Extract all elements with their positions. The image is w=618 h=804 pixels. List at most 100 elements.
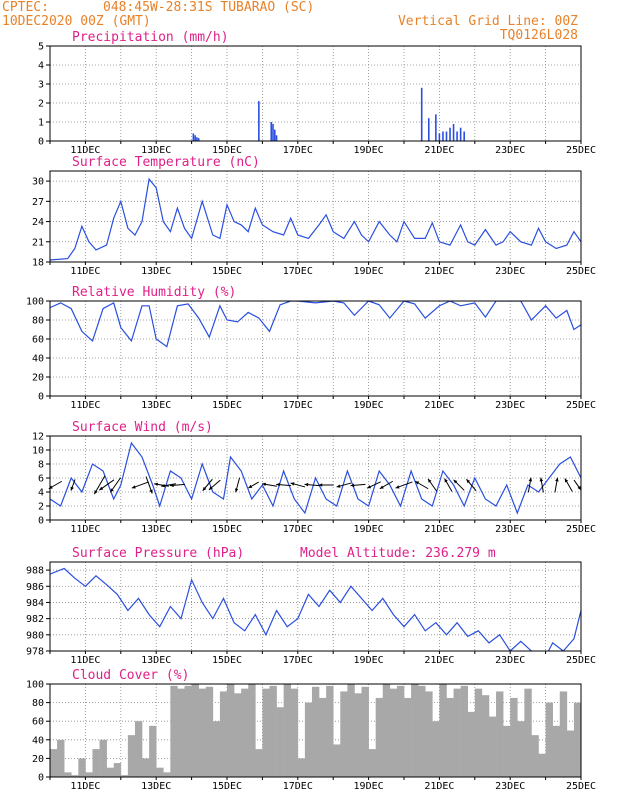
cloud-bar <box>538 753 546 777</box>
cloud-bar <box>149 725 157 777</box>
x-tick-label: 25DEC <box>566 266 596 277</box>
cloud-bar <box>425 691 433 777</box>
x-tick-label: 25DEC <box>566 524 596 535</box>
cloud-bar <box>382 684 391 777</box>
wind-arrow-head <box>336 484 341 488</box>
y-tick-label: 20 <box>32 373 44 384</box>
wind-arrow-head <box>110 488 114 493</box>
y-tick-label: 1 <box>38 118 44 129</box>
wind-arrow-head <box>564 478 569 483</box>
cloud-bar <box>559 691 568 777</box>
wind-arrow-head <box>290 482 295 486</box>
panel-title: Surface Pressure (hPa) <box>72 546 244 561</box>
bar <box>463 131 465 141</box>
wind-arrow-head <box>379 485 384 489</box>
header-org: CPTEC: <box>2 0 49 15</box>
x-tick-label: 13DEC <box>141 524 171 535</box>
panel-frame <box>49 170 582 263</box>
bar <box>258 101 260 141</box>
cloud-bar <box>517 721 525 777</box>
wind-arrow-head <box>234 488 239 493</box>
wind-arrow-head <box>444 478 448 483</box>
y-tick-label: 978 <box>26 647 44 658</box>
cloud-bar <box>453 688 461 777</box>
cloud-bar <box>552 725 561 777</box>
bar <box>442 131 444 141</box>
cloud-bar <box>333 744 341 777</box>
x-tick-label: 23DEC <box>495 145 525 156</box>
x-tick-label: 23DEC <box>495 655 525 666</box>
cloud-bar <box>113 763 122 777</box>
cloud-bar <box>64 772 72 777</box>
cloud-bar <box>191 684 199 777</box>
series <box>50 684 581 777</box>
wind-arrow-head <box>70 486 74 491</box>
y-tick-label: 0 <box>38 773 44 784</box>
series <box>50 177 581 261</box>
y-tick-label: 27 <box>32 197 44 208</box>
y-tick-label: 80 <box>32 316 44 327</box>
wind-arrow-head <box>415 481 420 485</box>
cloud-bar <box>106 767 115 777</box>
wind-arrow-head <box>577 485 581 490</box>
y-tick-label: 5 <box>38 42 44 53</box>
cloud-bar <box>134 721 143 777</box>
x-tick-label: 11DEC <box>70 524 100 535</box>
cloud-bar <box>248 684 256 777</box>
y-tick-label: 988 <box>26 566 44 577</box>
series-line <box>50 177 581 261</box>
wind-arrow-head <box>276 482 280 487</box>
wind-arrow-head <box>395 485 400 489</box>
x-tick-label: 11DEC <box>70 400 100 411</box>
panel-5: Cloud Cover (%) 0 20 40 60 80 100 11DEC 13DEC 15D… <box>26 668 596 792</box>
series <box>50 301 581 348</box>
x-tick-label: 13DEC <box>141 655 171 666</box>
wind-arrow-head <box>304 482 309 487</box>
cloud-bar <box>99 739 107 777</box>
cloud-bar <box>396 685 405 777</box>
wind-arrow-head <box>208 486 213 490</box>
x-tick-label: 19DEC <box>354 524 384 535</box>
cloud-bar <box>234 693 242 777</box>
cloud-bar <box>566 730 575 777</box>
x-tick-label: 25DEC <box>566 781 596 792</box>
wind-arrow-head <box>453 479 458 484</box>
cloud-bar <box>326 685 334 777</box>
cloud-bar <box>255 749 263 777</box>
wind-arrow-head <box>99 486 104 491</box>
x-tick-label: 21DEC <box>424 524 454 535</box>
x-tick-label: 15DEC <box>212 781 242 792</box>
cloud-bar <box>127 735 136 777</box>
model-altitude: Model Altitude: 236.279 m <box>300 546 496 561</box>
bar <box>197 138 200 141</box>
y-tick-label: 4 <box>38 61 44 72</box>
cloud-bar <box>156 767 164 777</box>
x-tick-label: 15DEC <box>212 145 242 156</box>
y-tick-label: 6 <box>38 474 44 485</box>
bar <box>420 87 423 141</box>
x-tick-label: 21DEC <box>424 655 454 666</box>
cloud-bar <box>85 772 93 777</box>
x-tick-label: 11DEC <box>70 655 100 666</box>
bar <box>194 135 196 141</box>
panel-1: Surface Temperature (nC) 18 21 24 27 30 11DEC 1… <box>32 155 596 277</box>
x-tick-label: 17DEC <box>283 266 313 277</box>
cloud-bar <box>297 758 306 777</box>
x-tick-label: 21DEC <box>424 266 454 277</box>
wind-arrow-head <box>428 478 432 483</box>
wind-arrow-head <box>318 483 323 487</box>
cloud-bar <box>184 685 192 777</box>
y-tick-label: 40 <box>32 354 44 365</box>
x-tick-label: 13DEC <box>141 266 171 277</box>
x-tick-label: 19DEC <box>354 145 384 156</box>
cloud-bar <box>57 739 65 777</box>
cloud-bar <box>432 721 440 777</box>
panel-3: Surface Wind (m/s) 0 2 4 6 8 10 12 11DEC 13DEC 15D… <box>32 420 596 535</box>
x-tick-label: 11DEC <box>70 781 100 792</box>
y-tick-label: 60 <box>32 717 44 728</box>
cloud-bar <box>290 688 299 777</box>
series-line <box>50 301 581 348</box>
y-tick-label: 24 <box>32 217 44 228</box>
y-tick-label: 100 <box>26 680 44 691</box>
cloud-bar <box>319 697 327 777</box>
